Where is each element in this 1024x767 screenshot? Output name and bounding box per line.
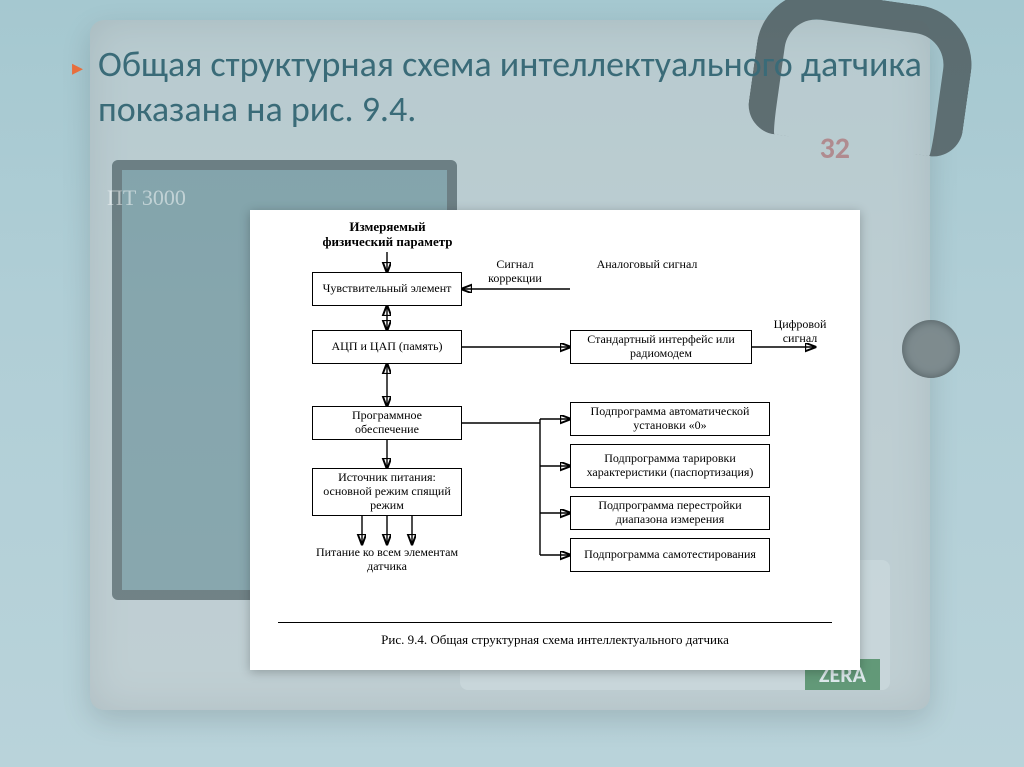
slide: 32 ZERA ПТ 3000 ▸ Общая структурная схем… bbox=[0, 0, 1024, 767]
lbl-analog: Аналоговый сигнал bbox=[592, 258, 702, 272]
device-model: ПТ 3000 bbox=[107, 185, 186, 211]
node-sub-range: Подпрограмма перестройки диапазона измер… bbox=[570, 496, 770, 530]
device-number: 32 bbox=[820, 130, 850, 167]
device-knob bbox=[902, 320, 960, 378]
node-adc-dac: АЦП и ЦАП (память) bbox=[312, 330, 462, 364]
diagram-caption: Рис. 9.4. Общая структурная схема интелл… bbox=[250, 632, 860, 648]
node-sub-zero: Подпрограмма автоматической установки «0… bbox=[570, 402, 770, 436]
diagram-separator bbox=[278, 622, 832, 623]
lbl-digital: Цифровой сигнал bbox=[755, 318, 845, 346]
node-power-source: Источник питания: основной режим спящий … bbox=[312, 468, 462, 516]
node-sub-selftest: Подпрограмма самотестирования bbox=[570, 538, 770, 572]
bullet-icon: ▸ bbox=[72, 54, 83, 81]
node-software: Программное обеспечение bbox=[312, 406, 462, 440]
lbl-power-out: Питание ко всем элементам датчика bbox=[312, 546, 462, 574]
lbl-input: Измеряемый физический параметр bbox=[320, 220, 455, 250]
node-sub-calib: Подпрограмма тарировки характеристики (п… bbox=[570, 444, 770, 488]
node-interface: Стандартный интерфейс или радиомодем bbox=[570, 330, 752, 364]
diagram-panel: Измеряемый физический параметр Сигнал ко… bbox=[250, 210, 860, 670]
slide-heading: Общая структурная схема интеллектуальног… bbox=[98, 42, 938, 132]
lbl-sig-corr: Сигнал коррекции bbox=[470, 258, 560, 286]
node-sensing-element: Чувствительный элемент bbox=[312, 272, 462, 306]
